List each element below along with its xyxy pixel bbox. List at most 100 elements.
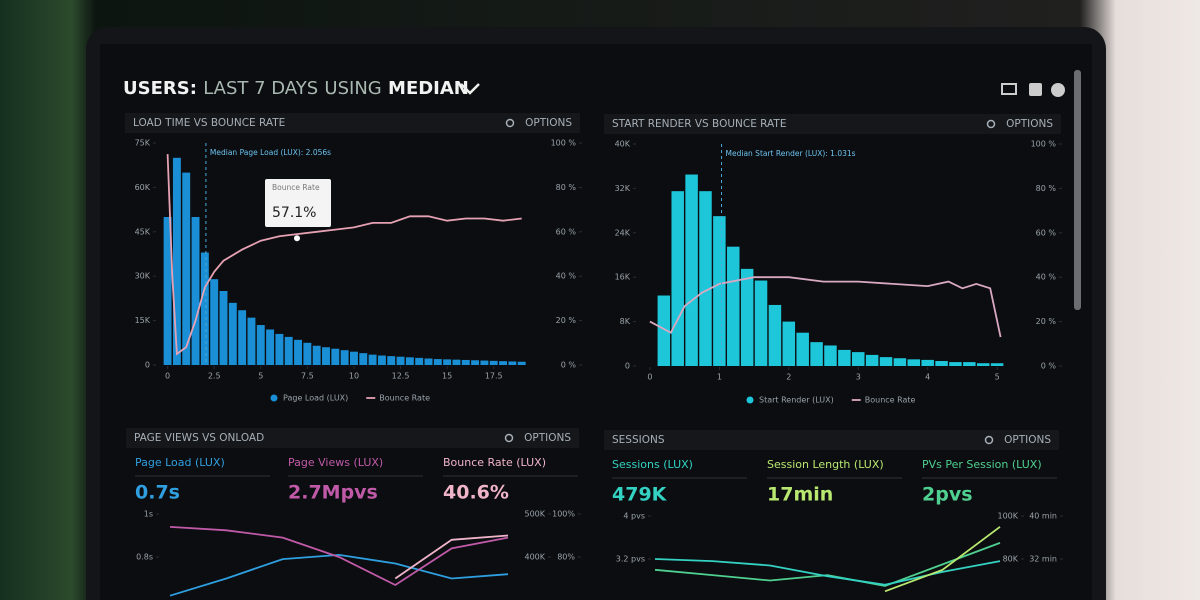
title-part: LAST 7 DAYS — [203, 78, 318, 99]
legend-label[interactable]: Bounce Rate — [379, 394, 430, 403]
metric-line — [169, 553, 509, 597]
metric-value: 2.7Mpvs — [288, 482, 378, 504]
histogram-bar — [424, 358, 433, 365]
histogram-bar — [405, 357, 414, 365]
options-button[interactable]: OPTIONS — [525, 117, 572, 129]
y2-tick-label: 100K — [997, 512, 1018, 521]
histogram-bar — [396, 356, 405, 365]
histogram-bar — [294, 339, 303, 365]
y2-tick-label: 400K — [524, 553, 545, 562]
median-label: Median Start Render (LUX): 1.031s — [726, 149, 856, 158]
options-icon[interactable] — [505, 118, 515, 128]
y2-tick-label: 60 % — [1036, 228, 1057, 237]
metric-label: Bounce Rate (LUX) — [443, 456, 546, 469]
panel-title: LOAD TIME VS BOUNCE RATE — [133, 117, 285, 129]
histogram-bar — [685, 174, 698, 366]
share-icon[interactable] — [1029, 83, 1042, 96]
y-tick-label: 30K — [135, 272, 151, 281]
options-button[interactable]: OPTIONS — [1004, 434, 1051, 446]
histogram-bar — [247, 317, 256, 365]
histogram-bar — [517, 361, 526, 365]
options-icon[interactable] — [986, 119, 996, 129]
x-tick-label: 12.5 — [392, 372, 410, 381]
dashboard-title[interactable]: USERS: LAST 7 DAYS USING MEDIAN — [123, 78, 469, 99]
histogram-bar — [976, 363, 990, 366]
histogram-bar — [256, 325, 265, 365]
histogram-bar — [163, 217, 172, 365]
tooltip-value: 57.1% — [272, 205, 316, 221]
options-button[interactable]: OPTIONS — [1006, 118, 1053, 130]
histogram-bar — [303, 342, 312, 365]
legend-label[interactable]: Start Render (LUX) — [759, 396, 834, 405]
legend-label[interactable]: Page Load (LUX) — [283, 394, 348, 403]
y-tick-label: 0.8s — [136, 553, 153, 562]
y-tick-label: 60K — [135, 183, 151, 192]
metric-label: Sessions (LUX) — [612, 458, 693, 471]
histogram-bar — [865, 354, 879, 366]
x-tick-label: 4 — [925, 373, 930, 382]
panel-header — [125, 113, 580, 133]
median-label: Median Page Load (LUX): 2.056s — [210, 148, 331, 157]
monitor-icon[interactable] — [1001, 83, 1017, 95]
histogram-bar — [210, 279, 219, 365]
y-tick-label: 4 pvs — [623, 512, 645, 521]
histogram-bar — [713, 216, 726, 366]
panel-header — [604, 114, 1061, 134]
legend-swatch — [746, 396, 754, 404]
panels: LOAD TIME VS BOUNCE RATE OPTIONS015K30K45… — [125, 113, 1063, 597]
histogram-bar — [238, 310, 247, 365]
x-tick-label: 10 — [349, 372, 359, 381]
histogram-bar — [340, 350, 349, 365]
options-icon[interactable] — [504, 433, 514, 443]
histogram-bar — [377, 355, 386, 365]
metric-line — [394, 534, 509, 580]
y2-tick-label: 80 % — [1036, 184, 1057, 193]
histogram-bar — [284, 336, 293, 365]
options-icon[interactable] — [984, 435, 994, 445]
histogram-bar — [443, 359, 452, 365]
options-button[interactable]: OPTIONS — [524, 432, 571, 444]
screen — [100, 44, 1092, 600]
metric-label: Session Length (LUX) — [767, 458, 884, 471]
dropdown-chevron[interactable] — [460, 83, 480, 95]
histogram-bar — [852, 352, 865, 366]
histogram-bar — [433, 359, 442, 365]
histogram-bar — [768, 304, 782, 366]
x-tick-label: 7.5 — [301, 372, 314, 381]
metric-line — [654, 542, 1001, 587]
metric-label: Page Load (LUX) — [135, 456, 225, 469]
scrollbar[interactable] — [1074, 70, 1081, 310]
y-tick-label: 32K — [615, 184, 631, 193]
histogram-bar — [312, 345, 321, 365]
histogram-bar — [921, 359, 934, 366]
x-tick-label: 5 — [995, 373, 1000, 382]
histogram-bar — [699, 191, 712, 366]
y2-tick-label: 40 % — [556, 272, 577, 281]
y2-tick-label: 40 % — [1036, 273, 1057, 282]
metric-value: 2pvs — [922, 484, 973, 506]
panel-header — [126, 428, 579, 448]
legend-label[interactable]: Bounce Rate — [865, 396, 916, 405]
panel-title: START RENDER VS BOUNCE RATE — [612, 118, 786, 130]
histogram-bar — [275, 333, 284, 365]
histogram-bar — [740, 268, 754, 366]
y2-tick-label: 60 % — [556, 227, 577, 236]
histogram-bar — [322, 347, 330, 365]
metric-value: 17min — [767, 484, 833, 506]
x-tick-label: 5 — [258, 372, 263, 381]
panel-title: PAGE VIEWS VS ONLOAD — [134, 432, 264, 444]
histogram-bar — [782, 321, 796, 366]
histogram-bar — [990, 363, 1004, 366]
help-icon[interactable] — [1051, 83, 1065, 97]
y2-tick-label: 100 % — [1031, 140, 1057, 149]
histogram-bar — [452, 359, 461, 365]
histogram-bar — [657, 295, 671, 366]
metric-line — [884, 526, 1001, 593]
histogram-bar — [499, 361, 508, 365]
x-tick-label: 3 — [856, 373, 861, 382]
histogram-bar — [219, 291, 228, 365]
histogram-bar — [879, 357, 893, 366]
y-tick-label: 45K — [135, 227, 151, 236]
y-tick-label: 24K — [615, 228, 631, 237]
x-tick-label: 17.5 — [485, 372, 503, 381]
